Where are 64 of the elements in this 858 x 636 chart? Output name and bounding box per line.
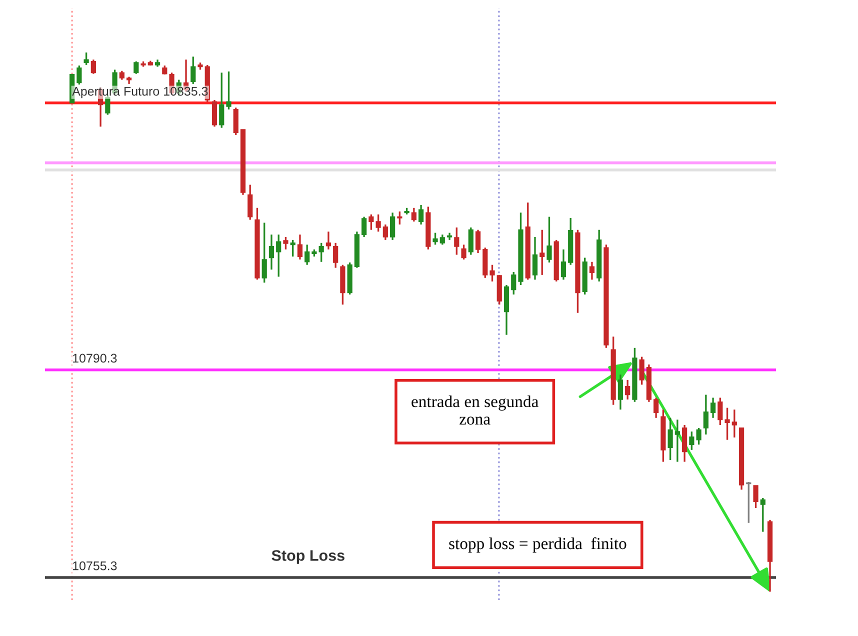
candlestick <box>368 214 374 231</box>
candlestick <box>468 226 474 256</box>
candlestick <box>440 234 445 246</box>
candlestick <box>718 396 723 426</box>
candlestick <box>475 229 481 254</box>
candlestick <box>84 52 89 66</box>
candlestick <box>283 236 288 250</box>
candlestick <box>90 58 96 75</box>
candlestick <box>212 99 218 128</box>
candlestick <box>724 406 730 441</box>
candlestick <box>753 484 758 509</box>
candlestick <box>318 242 324 263</box>
candlestick <box>654 396 659 419</box>
candlestick <box>560 248 566 281</box>
candlestick <box>418 204 424 226</box>
candlestick <box>760 497 766 533</box>
ref-line-label: 10790.3 <box>73 354 117 363</box>
candlestick <box>297 234 303 260</box>
candlestick <box>362 216 367 238</box>
candlestick <box>248 184 253 221</box>
candlestick <box>454 226 460 256</box>
candlestick <box>134 60 139 75</box>
candlestick <box>226 70 232 110</box>
candlestick <box>376 214 381 232</box>
candlestick <box>589 261 595 281</box>
candlestick <box>326 230 332 250</box>
candlestick <box>390 212 396 241</box>
candlestick <box>703 394 708 436</box>
annotation: stopp loss = perdida finito <box>449 537 626 553</box>
annotation: entrada en segunda zona <box>412 395 538 425</box>
candlestick <box>546 216 552 264</box>
candlestick <box>333 242 338 269</box>
ref-line-label: Apertura Futuro 10835.3 <box>72 86 208 98</box>
candlestick <box>668 417 673 461</box>
candlestick <box>511 271 516 296</box>
ref-line-label: 10755.3 <box>73 561 117 570</box>
candlestick <box>689 430 694 451</box>
candlestick <box>262 222 267 284</box>
candlestick <box>710 396 716 419</box>
candlestick <box>746 481 752 524</box>
candlestick <box>190 56 196 85</box>
candlestick <box>732 408 737 438</box>
candlestick <box>540 229 545 276</box>
candlestick <box>625 379 630 400</box>
candlestick <box>461 244 466 260</box>
candlestick <box>532 236 538 281</box>
candlestick <box>233 106 238 136</box>
candlestick <box>382 224 388 241</box>
candlestick <box>276 234 282 278</box>
candlestick <box>696 427 702 446</box>
candlestick <box>304 244 310 266</box>
candlestick <box>411 207 416 222</box>
candlestick <box>682 424 688 463</box>
annotation: Stop Loss <box>272 550 344 564</box>
candlestick <box>618 374 624 410</box>
candlestick <box>639 356 644 386</box>
candlestick <box>432 232 438 246</box>
candlestick <box>268 234 274 270</box>
candlestick <box>674 418 680 463</box>
candlestick <box>290 239 296 258</box>
candlestick <box>490 264 495 282</box>
candlestick <box>397 210 402 226</box>
candlestick <box>219 72 224 129</box>
candlestick <box>76 64 82 86</box>
